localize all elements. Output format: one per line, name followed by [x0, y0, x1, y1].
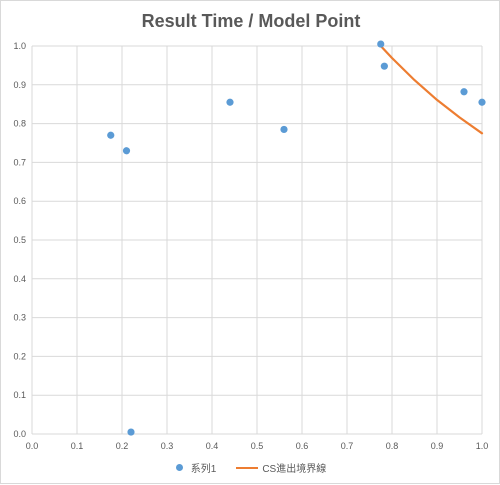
data-point	[478, 98, 486, 106]
legend-label: 系列1	[190, 464, 217, 475]
x-tick-label: 0.1	[71, 441, 84, 451]
data-point	[107, 131, 115, 139]
legend-item: 系列1	[175, 460, 217, 475]
y-tick-label: 0.1	[13, 390, 26, 400]
y-tick-label: 0.9	[13, 80, 26, 90]
x-tick-label: 0.0	[26, 441, 39, 451]
x-tick-label: 0.9	[431, 441, 444, 451]
chart-title: Result Time / Model Point	[141, 11, 361, 31]
data-point	[460, 88, 468, 96]
y-tick-label: 0.6	[13, 196, 26, 206]
y-tick-label: 0.0	[13, 429, 26, 439]
x-tick-label: 0.4	[206, 441, 219, 451]
y-tick-label: 0.7	[13, 157, 26, 167]
legend-label: CS進出境界線	[262, 464, 327, 475]
y-tick-label: 1.0	[13, 41, 26, 51]
x-tick-label: 0.6	[296, 441, 309, 451]
x-tick-label: 0.2	[116, 441, 129, 451]
legend-dot-marker	[175, 464, 183, 471]
y-tick-label: 0.4	[13, 274, 26, 284]
data-point	[380, 62, 388, 70]
data-point	[280, 125, 288, 134]
data-point	[226, 98, 234, 106]
y-tick-label: 0.3	[13, 313, 26, 323]
x-tick-label: 0.8	[386, 441, 399, 451]
legend: 系列1 CS進出境界線	[1, 460, 500, 475]
y-tick-label: 0.2	[13, 351, 26, 361]
data-point	[127, 428, 135, 436]
y-tick-label: 0.5	[13, 235, 26, 245]
x-tick-label: 1.0	[476, 441, 489, 451]
legend-line-marker	[236, 466, 259, 469]
data-point	[377, 40, 385, 48]
x-tick-label: 0.5	[251, 441, 264, 451]
legend-item: CS進出境界線	[236, 460, 326, 475]
y-tick-label: 0.8	[13, 119, 26, 129]
data-point	[122, 147, 131, 155]
x-tick-label: 0.3	[161, 441, 174, 451]
boundary-line	[379, 44, 484, 135]
x-tick-label: 0.7	[341, 441, 354, 451]
